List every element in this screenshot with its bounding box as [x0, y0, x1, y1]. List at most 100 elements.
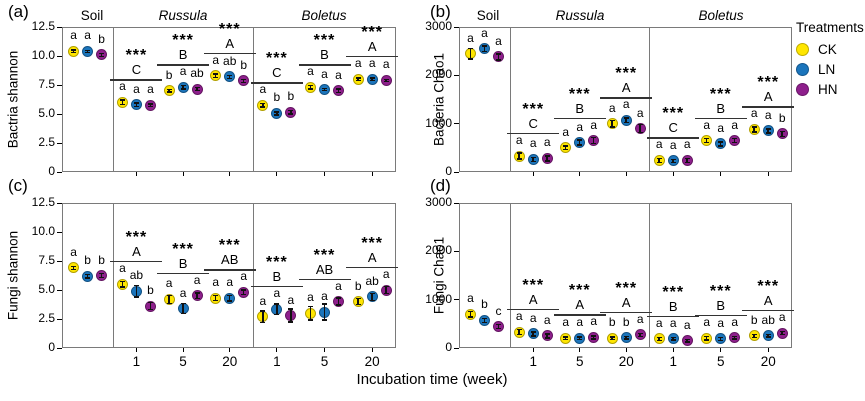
sig-stars: ***: [615, 279, 638, 297]
sig-stars: ***: [172, 240, 194, 258]
point-letter: a: [70, 28, 77, 43]
point-letter: ab: [129, 268, 144, 283]
point-letter: b: [287, 89, 295, 104]
point-letter: a: [543, 135, 551, 150]
point-letter: c: [495, 303, 502, 318]
error-bar: [611, 337, 613, 340]
error-bar-cap: [516, 328, 522, 331]
error-bar-cap: [213, 299, 219, 302]
error-bar: [592, 137, 595, 144]
error-bar-cap: [591, 338, 597, 340]
x-tick: [229, 172, 231, 176]
error-bar-cap: [467, 316, 473, 318]
point-letter: b: [165, 67, 173, 82]
group-underline: [553, 117, 606, 119]
point-letter: a: [368, 56, 376, 71]
point-letter: a: [147, 82, 154, 97]
y-tick: [57, 55, 62, 57]
sig-stars: ***: [125, 229, 148, 247]
error-bar: [705, 336, 708, 341]
y-tick: [454, 74, 459, 76]
y-tick-label: 0: [48, 340, 55, 354]
point-letter: ab: [223, 53, 237, 68]
error-bar-cap: [133, 296, 139, 298]
section-header-russula-b: Russula: [555, 8, 605, 23]
y-tick: [57, 171, 62, 173]
error-bar-cap: [71, 269, 77, 271]
error-bar-cap: [308, 319, 314, 321]
x-tick: [135, 172, 137, 176]
error-bar: [357, 78, 359, 81]
y-tick-label: 2.5: [38, 135, 55, 149]
error-bar: [100, 273, 103, 278]
point-letter: a: [515, 133, 523, 148]
error-bar-cap: [274, 114, 280, 116]
point-letter: a: [212, 275, 220, 290]
error-bar-cap: [577, 144, 583, 146]
group-underline: [742, 310, 795, 312]
error-bar-cap: [322, 303, 328, 305]
error-bar: [497, 54, 500, 60]
error-bar-cap: [147, 103, 153, 105]
error-bar-cap: [563, 149, 569, 151]
error-bar-cap: [467, 58, 473, 60]
y-tick-label: 2.5: [38, 311, 55, 325]
section-divider: [649, 27, 651, 172]
error-bar: [242, 290, 245, 295]
error-bar-cap: [637, 131, 643, 134]
error-bar-cap: [591, 335, 597, 337]
x-tick: [371, 172, 373, 176]
y-tick: [454, 202, 459, 204]
y-tick-label: 7.5: [38, 253, 55, 267]
y-tick: [57, 231, 62, 233]
legend-label-ck: CK: [818, 42, 837, 57]
error-bar: [578, 140, 581, 145]
x-tick-label: 1: [132, 354, 141, 369]
x-tick: [532, 172, 534, 176]
x-tick-label: 1: [669, 354, 677, 369]
point-letter: a: [467, 30, 474, 45]
legend-item-hn: HN: [796, 82, 864, 97]
group-underline: [507, 309, 560, 311]
section-divider: [113, 203, 115, 348]
point-letter: a: [655, 315, 663, 330]
error-bar-cap: [119, 286, 125, 288]
point-letter: a: [321, 289, 328, 304]
error-bar: [290, 110, 292, 114]
error-bar-cap: [336, 88, 342, 90]
error-bar-cap: [308, 88, 314, 90]
group-underline: [600, 311, 653, 314]
point-letter: b: [98, 252, 105, 267]
error-bar-cap: [495, 53, 501, 55]
error-bar-cap: [530, 331, 536, 333]
error-bar: [564, 145, 567, 150]
error-bar-cap: [765, 334, 771, 336]
error-bar: [168, 295, 170, 304]
error-bar-cap: [704, 137, 710, 140]
y-tick: [454, 299, 459, 301]
point-letter: a: [562, 124, 570, 139]
x-tick: [625, 348, 627, 352]
error-bar-cap: [577, 336, 583, 338]
point-letter: a: [481, 25, 488, 40]
y-tick: [454, 347, 459, 349]
point-letter: a: [750, 106, 758, 121]
error-bar: [196, 292, 198, 299]
error-bar-cap: [656, 157, 662, 160]
y-tick-label: 5.0: [38, 106, 55, 120]
error-bar-cap: [288, 109, 294, 112]
point-letter: a: [212, 52, 220, 67]
x-tick-label: 20: [618, 354, 634, 369]
y-tick-label: 2000: [425, 243, 452, 258]
error-bar-cap: [530, 156, 536, 159]
error-bar-cap: [288, 308, 294, 310]
error-bar-cap: [516, 333, 522, 336]
x-tick: [135, 348, 137, 352]
point-letter: a: [287, 292, 295, 307]
error-bar: [781, 331, 783, 335]
error-bar-cap: [71, 52, 77, 54]
error-bar: [546, 156, 548, 161]
point-letter: a: [495, 33, 502, 48]
legend-label-ln: LN: [818, 62, 836, 77]
group-underline: [110, 79, 163, 81]
